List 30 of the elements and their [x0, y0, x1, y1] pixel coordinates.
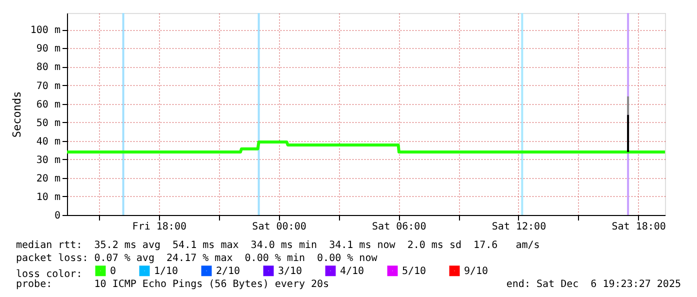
- legend-label: 1/10: [154, 266, 178, 277]
- y-tick-label: 0: [54, 210, 60, 222]
- x-tick-label: Sat 18:00: [612, 222, 666, 232]
- y-tick-label: 80 m: [36, 62, 60, 74]
- y-tick-label: 20 m: [36, 173, 60, 184]
- y-axis-title: Seconds: [10, 91, 24, 138]
- x-tick-label: Sat 12:00: [492, 222, 546, 232]
- x-tick-label: Fri 18:00: [132, 222, 186, 232]
- y-tick-label: 70 m: [36, 80, 60, 92]
- text: packet loss: 0.07 % avg 24.17 % max 0.00 % min 0.00 % now: [16, 253, 378, 264]
- x-tick-label: Sat 06:00: [372, 222, 426, 232]
- y-tick-label: 10 m: [36, 192, 60, 203]
- legend-title: loss color:: [16, 269, 82, 280]
- legend-label: 0: [110, 266, 116, 277]
- y-tick-label: 100 m: [30, 25, 60, 36]
- legend-label: 3/10: [278, 266, 302, 277]
- legend-label: 2/10: [216, 266, 240, 277]
- y-tick-label: 40 m: [36, 136, 60, 148]
- text: median rtt: 35.2 ms avg 54.1 ms max 34.0 ms min 34.1 ms now 2.0 ms sd 17.6 am/s: [16, 240, 540, 251]
- text: end: Sat Dec 6 19:23:27 2025: [506, 279, 681, 290]
- y-tick-label: 60 m: [36, 99, 60, 110]
- legend-label: 4/10: [340, 266, 364, 277]
- text: probe: 10 ICMP Echo Pings (56 Bytes) every 20s: [16, 279, 330, 290]
- y-tick-label: 90 m: [36, 44, 60, 55]
- y-tick-label: 50 m: [36, 118, 60, 129]
- legend-label: 5/10: [402, 266, 426, 277]
- line-series: [66, 140, 666, 154]
- x-tick-label: Sat 00:00: [252, 222, 306, 232]
- y-tick-label: 30 m: [36, 154, 60, 166]
- legend-label: 9/10: [464, 266, 488, 277]
